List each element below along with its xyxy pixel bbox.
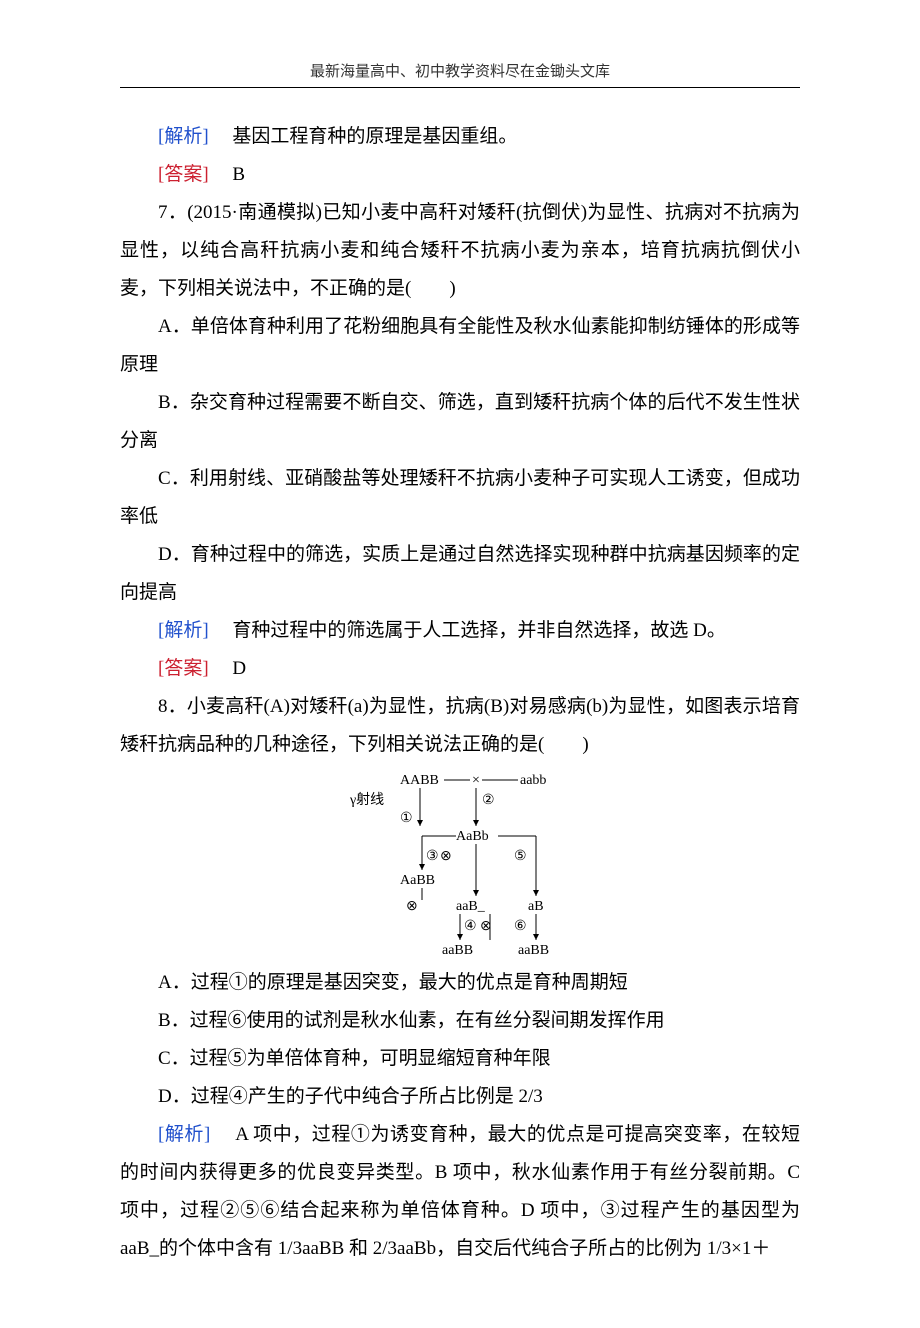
diagram-self-left: ⊗	[406, 899, 418, 914]
q8-optC: C．过程⑤为单倍体育种，可明显缩短育种年限	[120, 1040, 800, 1078]
q7-answer-sep	[213, 658, 232, 679]
q7-stem: 7．(2015·南通模拟)已知小麦中高秆对矮秆(抗倒伏)为显性、抗病对不抗病为显…	[120, 194, 800, 308]
q7-answer-text: D	[232, 658, 246, 679]
diagram-c4: ④	[464, 919, 477, 934]
q7-optC: C．利用射线、亚硝酸盐等处理矮秆不抗病小麦种子可实现人工诱变，但成功率低	[120, 460, 800, 536]
answer-label: [答案]	[158, 164, 209, 185]
diagram-c6: ⑥	[514, 919, 527, 934]
q8-optB: B．过程⑥使用的试剂是秋水仙素，在有丝分裂间期发挥作用	[120, 1002, 800, 1040]
q8-analysis: [解析] A 项中，过程①为诱变育种，最大的优点是可提高突变率，在较短的时间内获…	[120, 1116, 800, 1268]
q6-analysis-text	[213, 126, 232, 147]
q7-optB: B．杂交育种过程需要不断自交、筛选，直到矮秆抗病个体的后代不发生性状分离	[120, 384, 800, 460]
q7-optD: D．育种过程中的筛选，实质上是通过自然选择实现种群中抗病基因频率的定向提高	[120, 536, 800, 612]
q6-answer: [答案] B	[120, 156, 800, 194]
page: 最新海量高中、初中教学资料尽在金锄头文库 [解析] 基因工程育种的原理是基因重组…	[0, 0, 920, 1328]
q7-answer: [答案] D	[120, 650, 800, 688]
analysis-label: [解析]	[158, 126, 209, 147]
diagram-c5: ⑤	[514, 849, 527, 864]
q8-stem: 8．小麦高秆(A)对矮秆(a)为显性，抗病(B)对易感病(b)为显性，如图表示培…	[120, 688, 800, 764]
q7-analysis-body: 育种过程中的筛选属于人工选择，并非自然选择，故选 D。	[232, 620, 725, 641]
diagram-self-3: ⊗	[440, 849, 452, 864]
header-rule	[120, 87, 800, 88]
diagram-AABB: AABB	[400, 773, 439, 788]
q6-answer-sep	[213, 164, 232, 185]
q8-optA: A．过程①的原理是基因突变，最大的优点是育种周期短	[120, 964, 800, 1002]
answer-label: [答案]	[158, 658, 209, 679]
diagram-c1: ①	[400, 811, 413, 826]
q7-analysis-sep	[213, 620, 232, 641]
q8-analysis-sep	[216, 1124, 236, 1145]
q6-analysis: [解析] 基因工程育种的原理是基因重组。	[120, 118, 800, 156]
diagram-c2: ②	[482, 793, 495, 808]
q8-diagram: AABB × aabb γ射线 ① ② AaBb ③ ⊗ AaBB aaB_	[120, 768, 800, 958]
diagram-AaBb: AaBb	[456, 829, 489, 844]
analysis-label: [解析]	[158, 620, 209, 641]
diagram-aB: aB	[528, 899, 544, 914]
diagram-aaBB-right: aaBB	[518, 943, 549, 958]
diagram-aaB_: aaB_	[456, 899, 486, 914]
page-header: 最新海量高中、初中教学资料尽在金锄头文库	[120, 60, 800, 81]
q8-optD: D．过程④产生的子代中纯合子所占比例是 2/3	[120, 1078, 800, 1116]
analysis-label: [解析]	[158, 1124, 210, 1145]
diagram-c3: ③	[426, 849, 439, 864]
q6-answer-text: B	[232, 164, 245, 185]
diagram-aaBB-left: aaBB	[442, 943, 473, 958]
q7-analysis: [解析] 育种过程中的筛选属于人工选择，并非自然选择，故选 D。	[120, 612, 800, 650]
diagram-aabb: aabb	[520, 773, 546, 788]
diagram-cross: ×	[472, 773, 480, 788]
q7-optA: A．单倍体育种利用了花粉细胞具有全能性及秋水仙素能抑制纺锤体的形成等原理	[120, 308, 800, 384]
breeding-diagram-svg: AABB × aabb γ射线 ① ② AaBb ③ ⊗ AaBB aaB_	[330, 768, 590, 958]
q6-analysis-body: 基因工程育种的原理是基因重组。	[232, 126, 517, 147]
diagram-gamma: γ射线	[349, 792, 384, 808]
diagram-AaBB: AaBB	[400, 873, 435, 888]
